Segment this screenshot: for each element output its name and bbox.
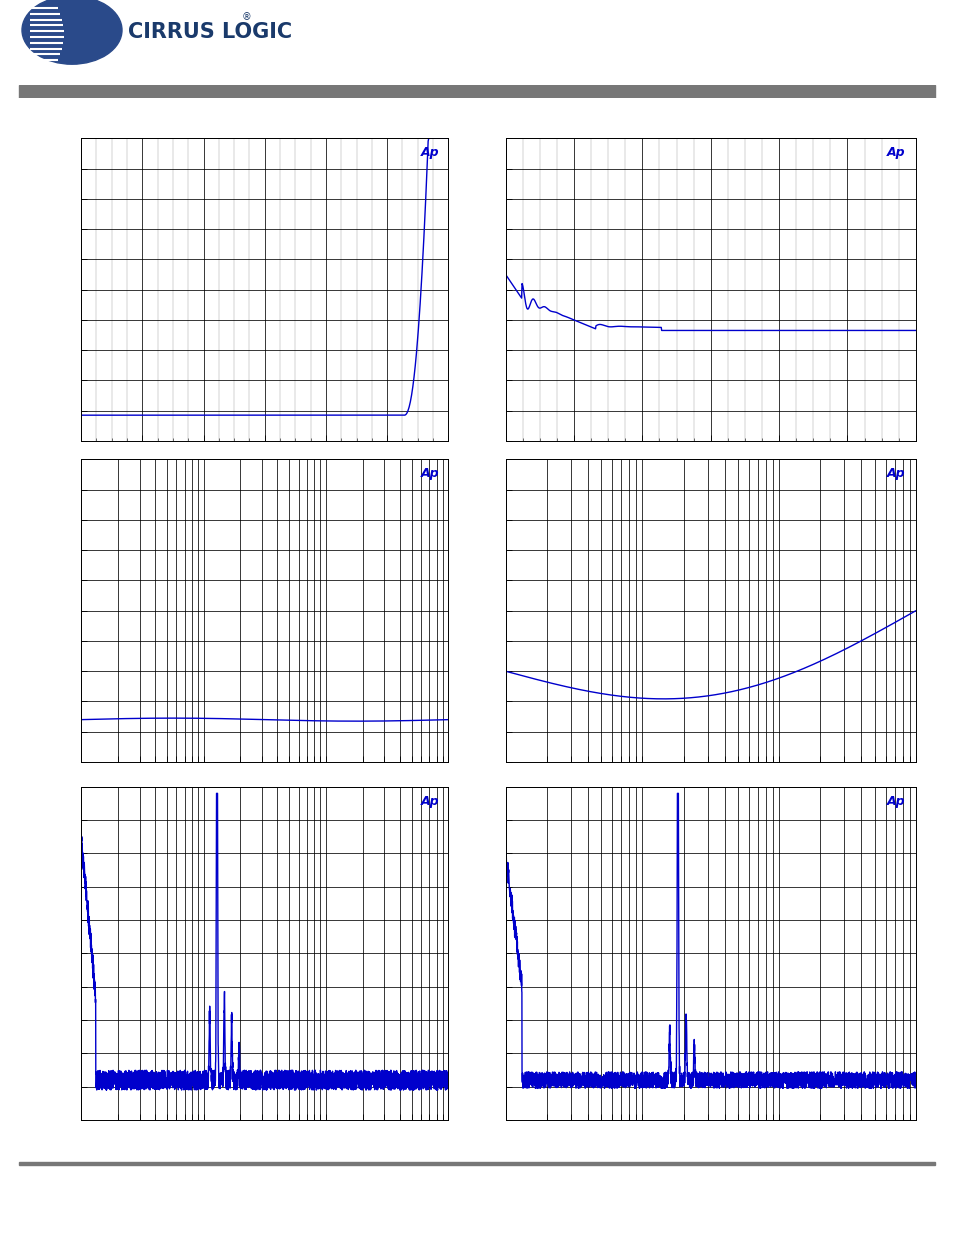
Ellipse shape (22, 0, 122, 64)
Text: Ap: Ap (886, 467, 904, 480)
Text: Ap: Ap (420, 467, 438, 480)
Text: Ap: Ap (420, 146, 438, 159)
Text: Ap: Ap (420, 795, 438, 808)
Bar (19, 1162, 934, 1165)
Text: ®: ® (242, 12, 252, 22)
Text: CIRRUS LOGIC: CIRRUS LOGIC (128, 22, 292, 42)
Text: Ap: Ap (886, 795, 904, 808)
Text: Ap: Ap (886, 146, 904, 159)
